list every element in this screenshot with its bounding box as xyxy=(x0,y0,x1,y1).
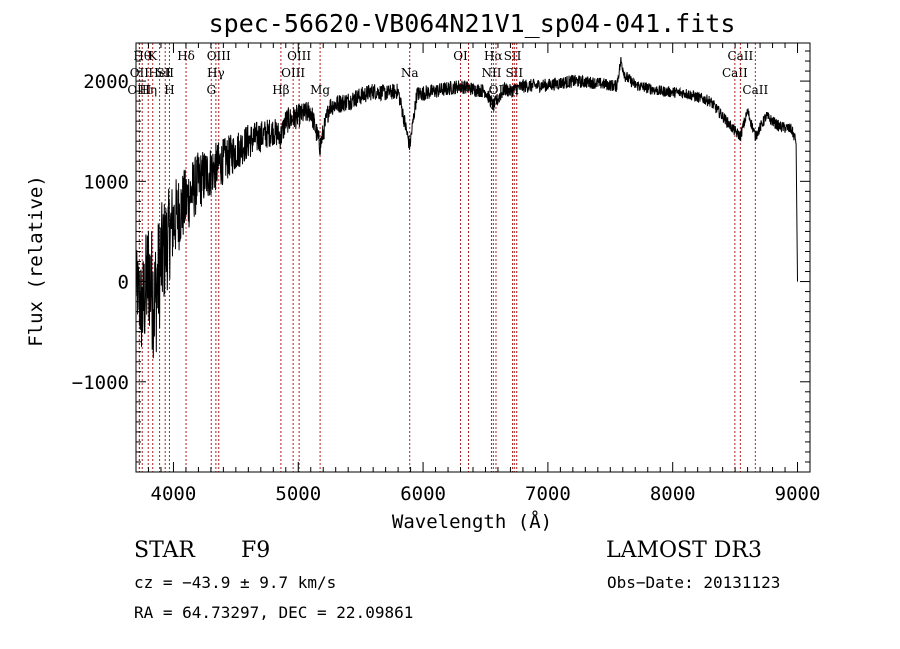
line-label: SII xyxy=(505,66,523,80)
redshift-cz: cz = −43.9 ± 9.7 km/s xyxy=(134,573,337,592)
emission-lines: HθOIIOIIIHηKHeISIIHHδGHγOIIIHβOIIIOIIIMg… xyxy=(127,43,768,472)
line-label: OIII xyxy=(127,83,151,97)
line-label: Hδ xyxy=(177,49,195,63)
x-tick-label: 7000 xyxy=(525,483,571,505)
line-label: H xyxy=(164,83,174,97)
line-label: SII xyxy=(156,66,174,80)
x-tick-label: 9000 xyxy=(775,483,821,505)
line-label: Hβ xyxy=(272,83,289,97)
survey-name: LAMOST DR3 xyxy=(606,538,762,563)
plot-axes: 4000 5000 6000 7000 8000 9000 −1000 0 1000 2000 xyxy=(72,42,821,505)
line-label: Hθ xyxy=(133,49,151,63)
line-label: Na xyxy=(401,66,419,80)
y-tick-label: 1000 xyxy=(83,171,129,193)
line-label: CaII xyxy=(722,66,748,80)
line-label: OIII xyxy=(281,66,305,80)
line-label: SII xyxy=(504,49,522,63)
line-label: Hγ xyxy=(207,66,225,80)
line-label: OIII xyxy=(287,49,311,63)
object-type: STAR xyxy=(134,538,195,563)
y-tick-label: −1000 xyxy=(72,372,129,394)
line-label: Hα xyxy=(484,49,503,63)
y-axis-label: Flux (relative) xyxy=(25,175,47,347)
y-tick-label: 2000 xyxy=(83,71,129,93)
object-subclass: F9 xyxy=(241,538,271,563)
line-label: NII xyxy=(481,66,501,80)
coordinates: RA = 64.73297, DEC = 22.09861 xyxy=(134,603,414,622)
chart-title: spec-56620-VB064N21V1_sp04-041.fits xyxy=(209,9,736,38)
x-tick-label: 4000 xyxy=(151,483,197,505)
line-label: CaII xyxy=(727,49,753,63)
x-tick-label: 8000 xyxy=(650,483,696,505)
line-label: K xyxy=(148,49,158,63)
line-label: Hη xyxy=(139,83,157,97)
plot-frame xyxy=(135,42,811,473)
line-label: OI xyxy=(489,83,504,97)
x-tick-label: 6000 xyxy=(400,483,446,505)
line-label: CaII xyxy=(742,83,768,97)
spectrum-line xyxy=(135,56,798,359)
line-label: G xyxy=(206,83,216,97)
spectrum-series xyxy=(135,56,798,359)
y-tick-label: 0 xyxy=(118,272,129,294)
line-label: OIII xyxy=(207,49,231,63)
line-label: Mg xyxy=(310,83,330,97)
x-tick-label: 5000 xyxy=(275,483,321,505)
line-label: OI xyxy=(453,49,468,63)
obs-date: Obs−Date: 20131123 xyxy=(607,573,781,592)
x-axis-label: Wavelength (Å) xyxy=(392,510,552,533)
